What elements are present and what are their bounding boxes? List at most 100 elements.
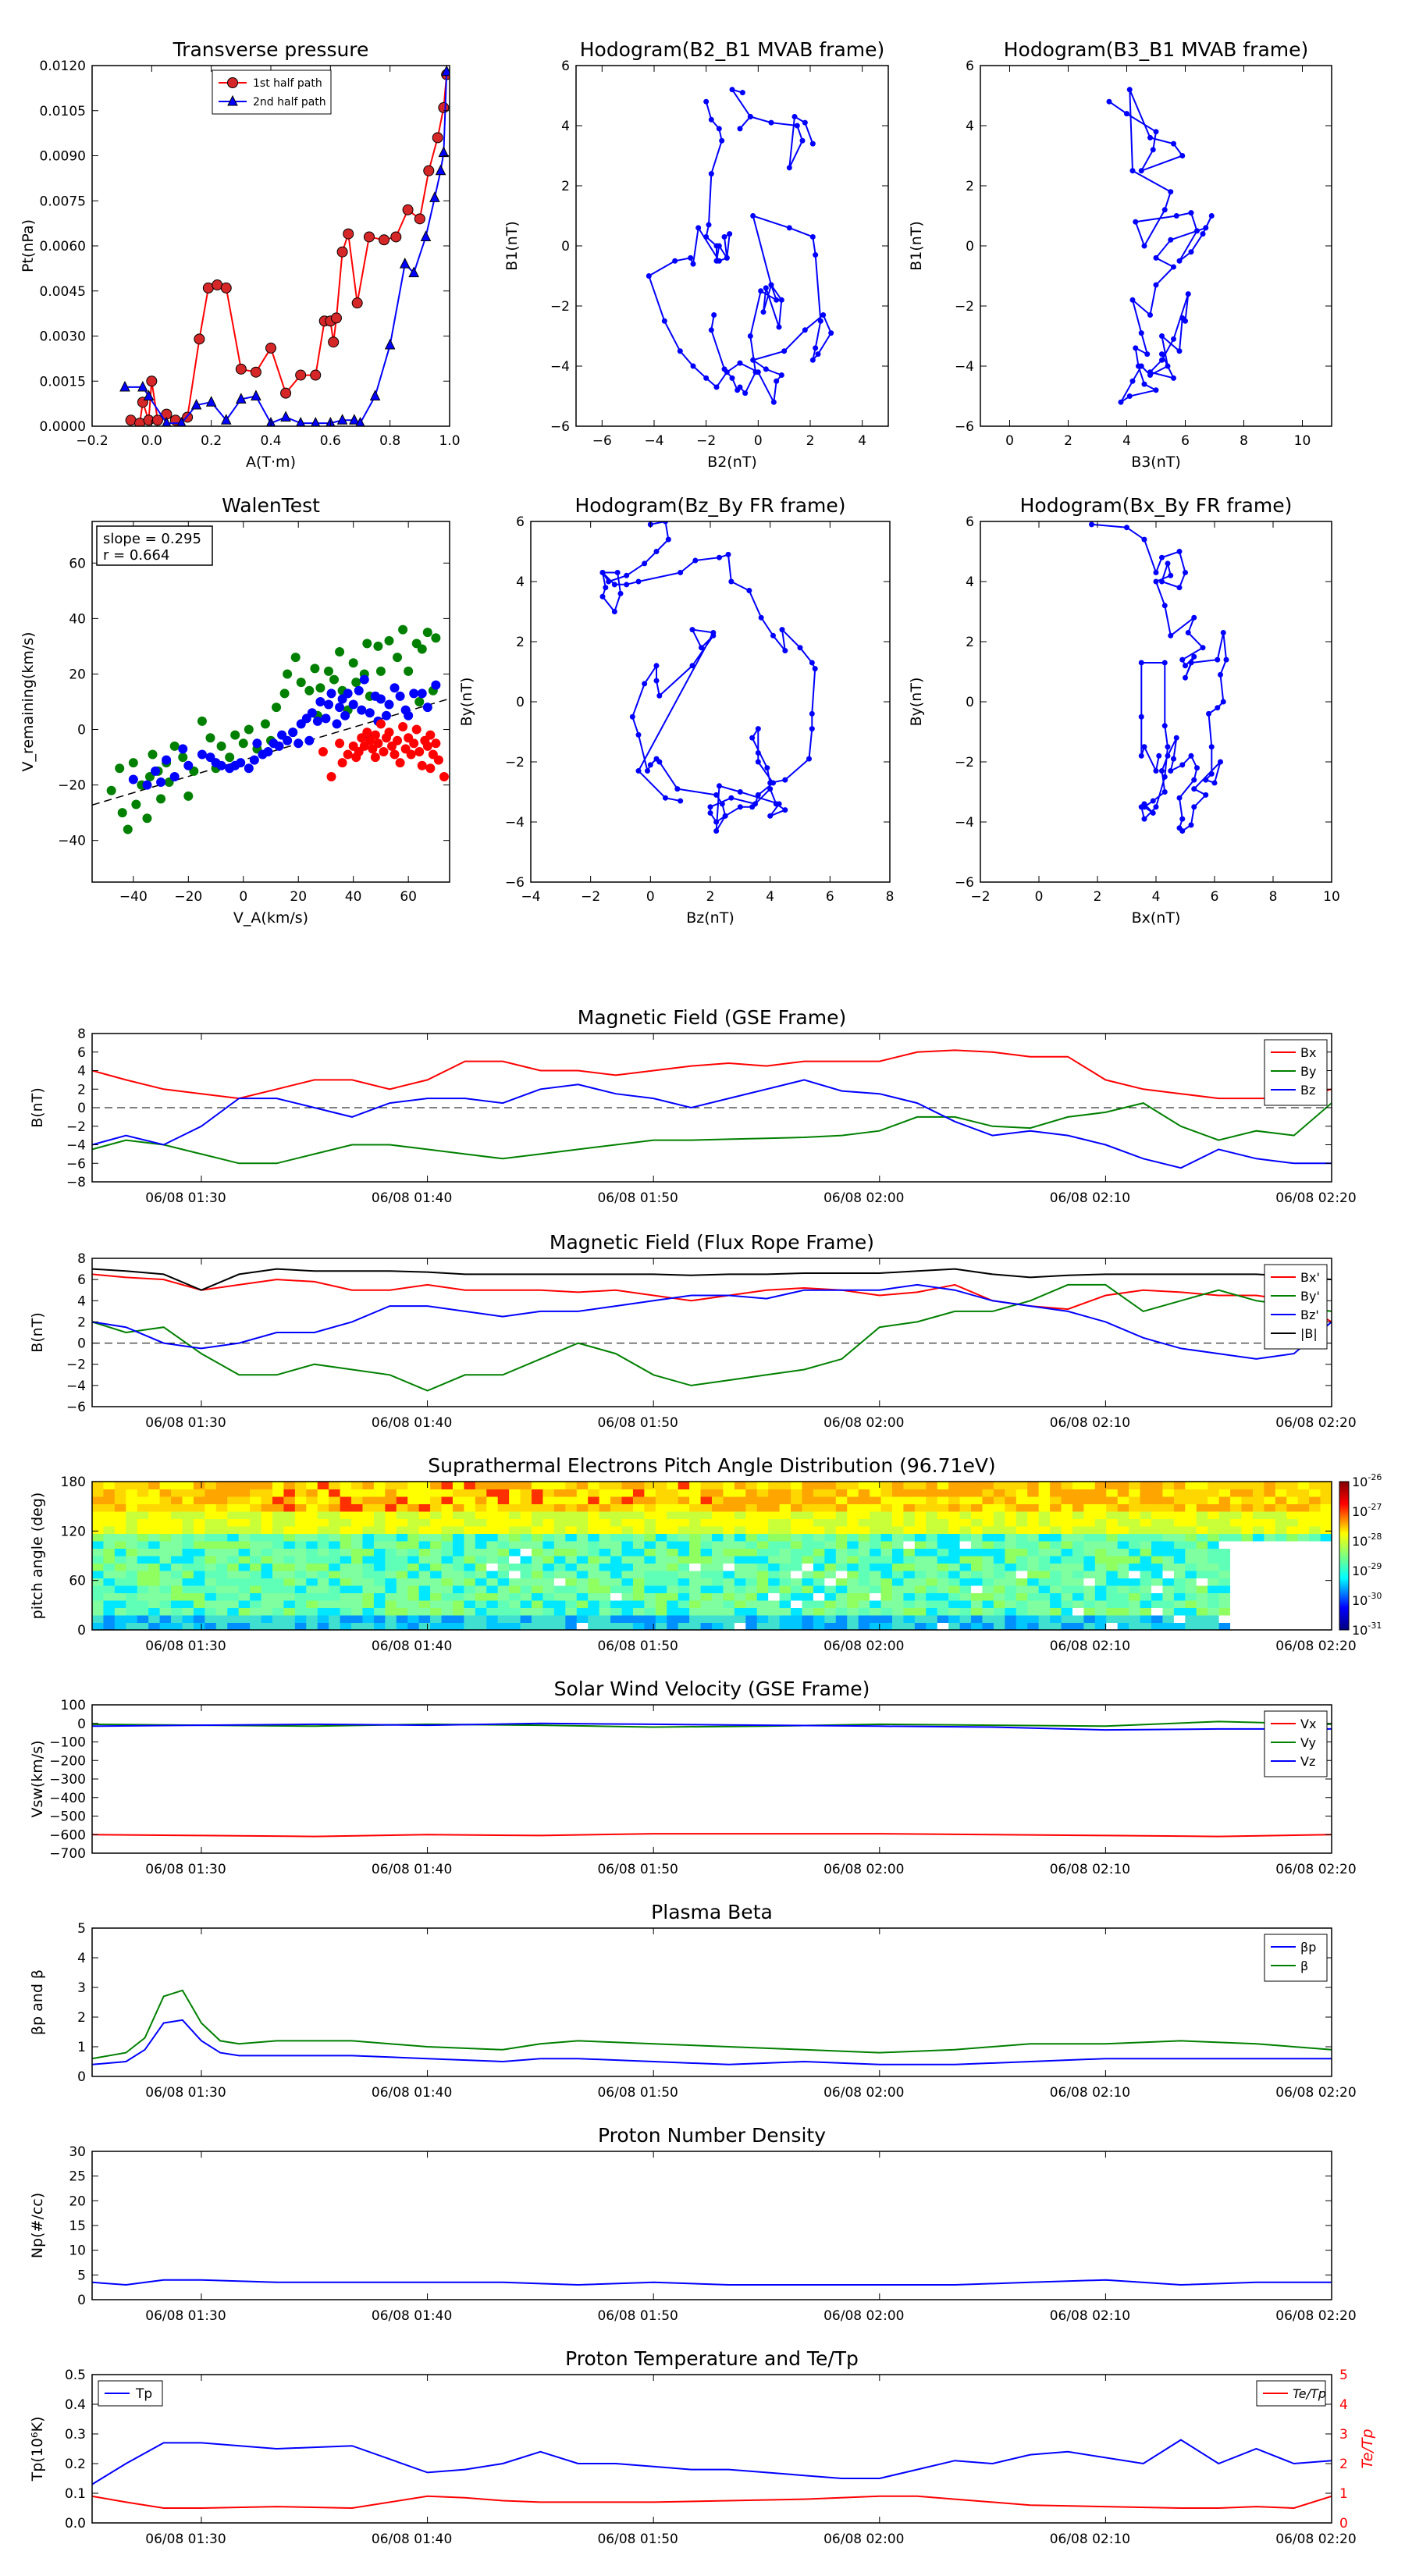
heatmap-cell xyxy=(644,1518,656,1527)
heatmap-cell xyxy=(205,1585,217,1593)
heatmap-cell xyxy=(1005,1585,1017,1593)
heatmap-cell xyxy=(1129,1578,1141,1586)
heatmap-cell xyxy=(1218,1600,1231,1608)
heatmap-cell xyxy=(1083,1518,1096,1527)
heatmap-cell xyxy=(565,1526,578,1534)
heatmap-cell xyxy=(1016,1541,1028,1549)
heatmap-cell xyxy=(396,1556,408,1564)
heatmap-cell xyxy=(847,1592,859,1601)
heatmap-cell xyxy=(171,1482,183,1489)
heatmap-cell xyxy=(272,1600,284,1608)
heatmap-cell xyxy=(1094,1489,1107,1497)
y-tick-label: −4 xyxy=(955,359,974,375)
heatmap-cell xyxy=(1196,1541,1208,1549)
heatmap-cell xyxy=(542,1503,555,1512)
y-tick-label: 4 xyxy=(77,1064,86,1080)
heatmap-cell xyxy=(1185,1526,1197,1534)
heatmap-cell xyxy=(418,1541,431,1549)
heatmap-cell xyxy=(926,1496,938,1504)
heatmap-cell xyxy=(159,1571,172,1578)
heatmap-cell xyxy=(1072,1585,1084,1593)
heatmap-cell xyxy=(272,1615,284,1623)
heatmap-cell xyxy=(576,1489,589,1497)
heatmap-cell xyxy=(791,1533,802,1542)
heatmap-cell xyxy=(610,1489,623,1497)
hodogram-point xyxy=(716,243,722,249)
heatmap-cell xyxy=(340,1482,352,1489)
heatmap-cell xyxy=(959,1615,972,1623)
heatmap-cell xyxy=(756,1496,769,1504)
heatmap-cell xyxy=(937,1489,949,1497)
heatmap-cell xyxy=(385,1489,397,1497)
heatmap-cell xyxy=(553,1571,566,1578)
heatmap-cell xyxy=(723,1489,735,1497)
heatmap-cell xyxy=(509,1571,521,1578)
heatmap-cell xyxy=(159,1607,172,1616)
heatmap-cell xyxy=(1094,1600,1107,1608)
heatmap-cell xyxy=(802,1563,814,1571)
heatmap-cell xyxy=(768,1489,781,1497)
heatmap-cell xyxy=(779,1518,791,1527)
heatmap-cell xyxy=(520,1615,532,1623)
heatmap-cell xyxy=(1286,1607,1299,1616)
heatmap-cell xyxy=(92,1489,104,1497)
heatmap-cell xyxy=(937,1607,949,1616)
heatmap-cell xyxy=(148,1526,161,1534)
x-tick-label: 06/08 02:10 xyxy=(1050,1190,1130,1206)
hodogram-point xyxy=(747,113,753,119)
hodogram-point xyxy=(1089,521,1094,528)
x-tick-label: 0.0 xyxy=(141,433,162,449)
heatmap-cell xyxy=(835,1563,848,1571)
y-tick-label: −200 xyxy=(49,1753,86,1769)
heatmap-cell xyxy=(373,1541,386,1549)
hodogram-point xyxy=(1129,297,1136,303)
hodogram-point xyxy=(677,348,683,354)
y-tick-label: 0 xyxy=(966,239,974,254)
heatmap-cell xyxy=(497,1571,510,1578)
hodogram-point xyxy=(1208,770,1215,777)
heatmap-cell xyxy=(103,1526,116,1534)
heatmap-cell xyxy=(329,1592,341,1601)
heatmap-cell xyxy=(486,1563,499,1571)
x-tick-label: 0 xyxy=(646,889,655,905)
heatmap-cell xyxy=(1038,1482,1051,1489)
heatmap-cell xyxy=(1185,1578,1197,1586)
heatmap-cell xyxy=(1117,1482,1129,1489)
heatmap-cell xyxy=(340,1585,352,1593)
heatmap-cell xyxy=(1196,1526,1208,1534)
heatmap-cell xyxy=(1196,1548,1208,1557)
heatmap-cell xyxy=(1230,1503,1243,1512)
heatmap-cell xyxy=(847,1541,859,1549)
heatmap-cell xyxy=(542,1518,555,1527)
heatmap-cell xyxy=(937,1556,949,1564)
heatmap-cell xyxy=(891,1578,904,1586)
x-tick-label: 0.8 xyxy=(379,433,400,449)
heatmap-cell xyxy=(1230,1518,1243,1527)
heatmap-cell xyxy=(632,1533,645,1542)
heatmap-cell xyxy=(340,1541,352,1549)
y-tick-label: 2 xyxy=(966,635,974,650)
heatmap-cell xyxy=(272,1622,284,1630)
heatmap-cell xyxy=(858,1592,870,1601)
heatmap-cell xyxy=(306,1518,318,1527)
heatmap-cell xyxy=(667,1518,679,1527)
heatmap-cell xyxy=(1208,1622,1220,1630)
heatmap-cell xyxy=(1106,1563,1119,1571)
heatmap-cell xyxy=(1173,1556,1186,1564)
y-tick-label: 0.5 xyxy=(65,2368,86,2383)
heatmap-cell xyxy=(1309,1556,1321,1564)
heatmap-cell xyxy=(294,1578,307,1586)
hodogram-point xyxy=(758,288,764,294)
legend-marker-2nd xyxy=(227,94,238,106)
heatmap-cell xyxy=(948,1533,961,1542)
heatmap-cell xyxy=(1264,1622,1276,1630)
heatmap-cell xyxy=(294,1496,307,1504)
heatmap-cell xyxy=(1038,1563,1051,1571)
heatmap-cell xyxy=(768,1518,781,1527)
y-tick-label: −2 xyxy=(66,1357,86,1373)
heatmap-cell xyxy=(1286,1511,1299,1519)
heatmap-cell xyxy=(599,1615,611,1623)
heatmap-cell xyxy=(238,1526,251,1534)
heatmap-cell xyxy=(948,1592,961,1601)
heatmap-cell xyxy=(250,1482,262,1489)
